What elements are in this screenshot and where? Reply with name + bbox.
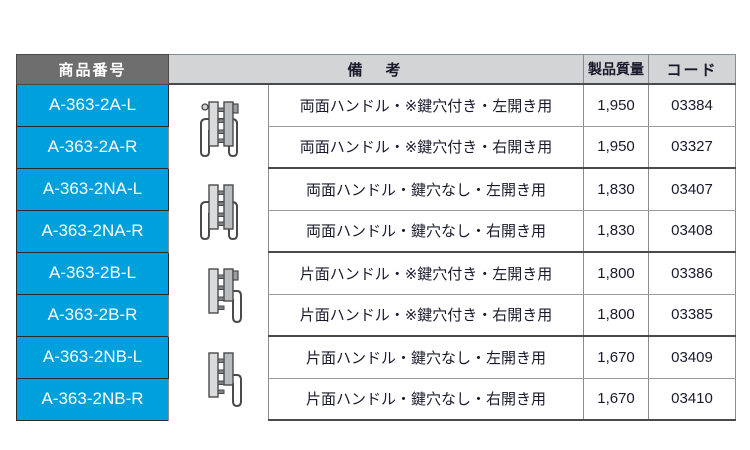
header-code-number: コード [648, 54, 737, 85]
table-row: A-363-2A-L [16, 83, 737, 168]
table-row: A-363-2NB-L [16, 335, 737, 420]
cell-code-number: 03384 [648, 83, 737, 127]
cell-weight: 1,800 [583, 294, 650, 337]
cell-remark: 片面ハンドル・※鍵穴付き・左開き用 [267, 252, 585, 295]
header-weight: 製品質量 [583, 54, 650, 85]
table-body: A-363-2A-L [16, 83, 737, 421]
cell-remark: 片面ハンドル・鍵穴なし・右開き用 [267, 378, 585, 421]
cell-code-number: 03410 [648, 378, 737, 421]
double-handle-no-keyhole-icon [169, 177, 268, 243]
cell-weight: 1,800 [583, 252, 650, 295]
cell-product-number: A-363-2B-L [16, 251, 169, 295]
table-row: A-363-2NB-R 片面ハンドル・鍵穴なし・右開き用 1,670 03410 [16, 377, 737, 421]
cell-illustration [168, 252, 269, 336]
cell-product-number: A-363-2A-R [16, 125, 169, 169]
cell-remark: 片面ハンドル・鍵穴なし・左開き用 [267, 336, 585, 379]
header-remark: 備 考 [167, 54, 585, 85]
header-row: 商品番号 備 考 製品質量 コード [16, 54, 737, 85]
cell-product-number: A-363-2B-R [16, 293, 169, 337]
cell-code-number: 03385 [648, 294, 737, 337]
cell-product-number: A-363-2NA-R [16, 209, 169, 253]
single-handle-no-keyhole-icon [169, 345, 268, 411]
cell-code-number: 03407 [648, 168, 737, 211]
cell-product-number: A-363-2NB-L [16, 335, 169, 379]
cell-remark: 両面ハンドル・※鍵穴付き・左開き用 [267, 83, 585, 127]
product-spec-table: 商品番号 備 考 製品質量 コード A-363-2A-L [16, 54, 737, 421]
table-row: A-363-2NA-R 両面ハンドル・鍵穴なし・右開き用 1,830 03408 [16, 209, 737, 253]
cell-product-number: A-363-2A-L [16, 83, 169, 127]
cell-illustration [168, 83, 269, 168]
cell-weight: 1,830 [583, 168, 650, 211]
single-handle-with-keyhole-icon [169, 261, 268, 327]
cell-weight: 1,670 [583, 336, 650, 379]
cell-code-number: 03408 [648, 210, 737, 253]
cell-code-number: 03409 [648, 336, 737, 379]
cell-product-number: A-363-2NA-L [16, 167, 169, 211]
cell-illustration [168, 168, 269, 252]
cell-remark: 両面ハンドル・鍵穴なし・左開き用 [267, 168, 585, 211]
cell-remark: 両面ハンドル・鍵穴なし・右開き用 [267, 210, 585, 253]
cell-code-number: 03327 [648, 126, 737, 169]
table-row: A-363-2A-R 両面ハンドル・※鍵穴付き・右開き用 1,950 03327 [16, 125, 737, 169]
double-handle-with-keyhole-icon [169, 94, 268, 160]
table-row: A-363-2NA-L [16, 167, 737, 252]
cell-weight: 1,950 [583, 126, 650, 169]
cell-remark: 片面ハンドル・※鍵穴付き・右開き用 [267, 294, 585, 337]
header-product-number: 商品番号 [16, 54, 169, 85]
cell-code-number: 03386 [648, 252, 737, 295]
cell-weight: 1,830 [583, 210, 650, 253]
cell-weight: 1,670 [583, 378, 650, 421]
table-row: A-363-2B-R 片面ハンドル・※鍵穴付き・右開き用 1,800 03385 [16, 293, 737, 337]
cell-product-number: A-363-2NB-R [16, 377, 169, 421]
cell-remark: 両面ハンドル・※鍵穴付き・右開き用 [267, 126, 585, 169]
table-header: 商品番号 備 考 製品質量 コード [16, 54, 737, 85]
table-row: A-363-2B-L [16, 251, 737, 336]
cell-illustration [168, 336, 269, 420]
cell-weight: 1,950 [583, 83, 650, 127]
product-spec-table-container: 商品番号 備 考 製品質量 コード A-363-2A-L [16, 54, 737, 421]
